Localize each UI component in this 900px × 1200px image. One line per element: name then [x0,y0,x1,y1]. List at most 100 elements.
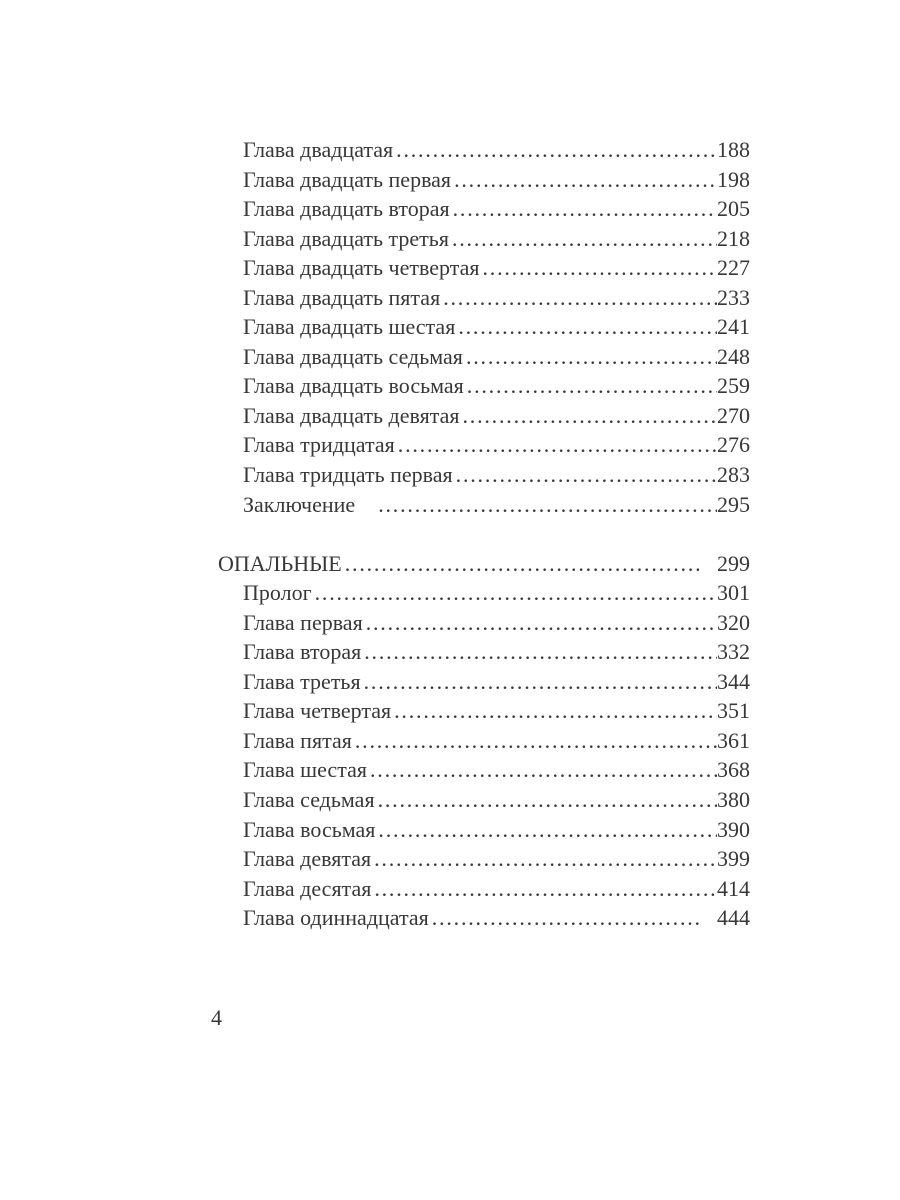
toc-entry-page-number: 444 [717,905,750,931]
toc-entry-page-number: 270 [717,402,750,428]
toc-entry-label: Глава вторая [243,639,362,665]
toc-entry: Глава вторая 332 [218,637,750,667]
toc-entry-page-number: 283 [717,462,750,488]
dot-leader [352,726,717,756]
dot-leader [463,342,717,372]
dot-leader [312,578,717,608]
toc-entry: Глава восьмая 390 [218,815,750,845]
toc-section-page-number: 299 [717,550,750,576]
toc-entry: Пролог 301 [218,578,750,608]
toc-entry-label: Глава двадцать вторая [243,196,450,222]
toc-entry-label: Глава третья [243,668,361,694]
toc-entry: Глава тридцать первая 283 [218,460,750,490]
toc-entry-label: Глава двадцать девятая [243,402,460,428]
toc-entry: Заключение 295 [218,490,750,520]
toc-entry-page-number: 259 [717,373,750,399]
table-of-contents: Глава двадцатая 188 Глава двадцать первая 1… [218,135,750,933]
toc-entry-page-number: 276 [717,432,750,458]
toc-entry: Глава двадцать вторая 205 [218,194,750,224]
toc-entry: Глава одиннадцатая 444 [218,903,750,933]
toc-entry: Глава пятая 361 [218,726,750,756]
dot-leader [371,844,717,874]
toc-entry: Глава двадцать шестая 241 [218,312,750,342]
toc-entry-page-number: 295 [717,491,750,517]
dot-leader [367,755,717,785]
dot-leader [455,312,717,342]
toc-entry-label: Глава двадцатая [243,137,394,162]
toc-section-header: ОПАЛЬНЫЕ 299 [218,549,750,579]
toc-entry-label: Глава двадцать первая [243,166,452,192]
toc-entry: Глава двадцать пятая 233 [218,283,750,313]
dot-leader [440,283,717,313]
toc-entry-page-number: 241 [717,314,750,340]
toc-entry: Глава третья 344 [218,667,750,697]
dot-leader [450,194,717,224]
toc-entry-label: Глава первая [243,609,363,635]
toc-entry-page-number: 227 [717,255,750,281]
toc-entry: Глава двадцать первая 198 [218,165,750,195]
dot-leader [375,490,717,520]
dot-leader [464,371,717,401]
toc-entry: Глава двадцать четвертая 227 [218,253,750,283]
toc-entry-label: Глава двадцать седьмая [243,343,463,369]
toc-entry-page-number: 368 [717,757,750,783]
toc-entry-page-number: 188 [717,137,750,162]
toc-entry: Глава первая 320 [218,608,750,638]
dot-leader [361,637,717,667]
toc-entry-page-number: 344 [717,668,750,694]
toc-entry-label: Глава четвертая [243,698,392,724]
toc-entry: Глава двадцатая 188 [218,135,750,165]
dot-leader [479,253,717,283]
toc-entry-label: Глава двадцать пятая [243,284,441,310]
dot-leader [393,135,717,165]
toc-entry-page-number: 399 [717,846,750,872]
dot-leader [375,785,717,815]
toc-entry-page-number: 390 [717,816,750,842]
toc-entry: Глава двадцать седьмая 248 [218,342,750,372]
toc-entry-page-number: 198 [717,166,750,192]
dot-leader [429,903,703,933]
toc-entry: Глава двадцать третья 218 [218,224,750,254]
dot-leader [371,874,717,904]
toc-section: ОПАЛЬНЫЕ299Пролог301Глава первая320Глава… [218,549,750,933]
dot-leader [395,430,717,460]
toc-entry-page-number: 218 [717,225,750,251]
dot-leader [391,696,717,726]
toc-entry-page-number: 414 [717,875,750,901]
dot-leader [342,549,703,579]
toc-entry-label: Глава шестая [243,757,367,783]
toc-entry: Глава шестая 368 [218,755,750,785]
dot-leader [459,401,717,431]
toc-entry-label: Глава двадцать восьмая [243,373,464,399]
toc-entry-label: Глава двадцать шестая [243,314,456,340]
toc-entry: Глава тридцатая 276 [218,430,750,460]
toc-entry-label: Глава двадцать четвертая [243,255,480,281]
dot-leader [361,667,717,697]
toc-entry-label: Глава двадцать третья [243,225,449,251]
dot-leader [363,608,717,638]
page-folio-number: 4 [211,1005,222,1030]
toc-entry-label: Глава девятая [243,846,372,872]
toc-entry-label: Глава пятая [243,727,352,753]
toc-entry-label: Глава десятая [243,875,372,901]
toc-entry: Глава десятая 414 [218,874,750,904]
toc-entry-page-number: 332 [717,639,750,665]
toc-entry-page-number: 301 [717,580,750,606]
dot-leader [453,460,717,490]
toc-entry-page-number: 380 [717,787,750,813]
dot-leader [451,165,717,195]
toc-entry-label: Глава седьмая [243,787,375,813]
toc-entry-label: Глава одиннадцатая [243,905,429,931]
toc-entry-label: Заключение [243,491,356,517]
dot-leader [375,815,717,845]
toc-entry-page-number: 233 [717,284,750,310]
toc-section: Глава двадцатая 188 Глава двадцать первая 1… [218,135,750,519]
toc-entry-label: Пролог [243,580,312,606]
toc-entry-label: Глава восьмая [243,816,376,842]
toc-entry-page-number: 248 [717,343,750,369]
dot-leader [449,224,717,254]
toc-entry: Глава девятая 399 [218,844,750,874]
toc-entry: Глава двадцать девятая 270 [218,401,750,431]
toc-entry-page-number: 320 [717,609,750,635]
